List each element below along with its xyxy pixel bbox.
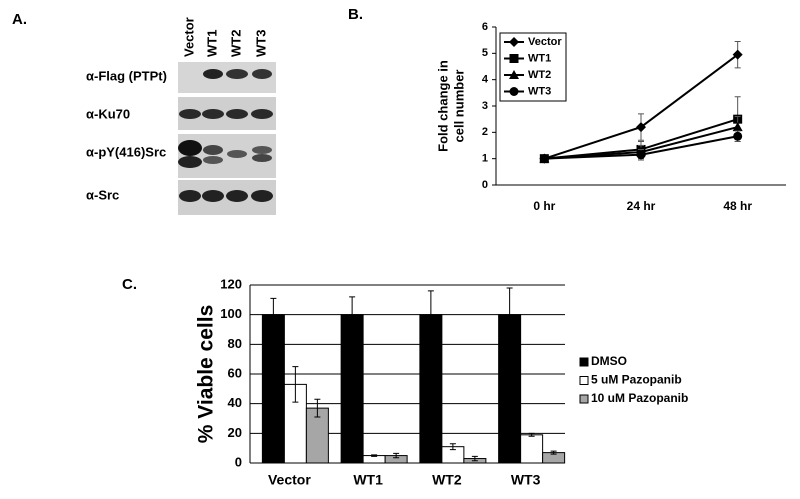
error-bar — [371, 454, 378, 457]
panel-label: C. — [122, 276, 137, 293]
bar — [520, 434, 544, 464]
row-label: α-Src — [86, 187, 119, 202]
error-bar — [292, 366, 299, 403]
lane-label: WT3 — [253, 30, 268, 57]
y-tick-label: 60 — [228, 365, 242, 380]
bar — [340, 314, 364, 464]
y-tick-label: 4 — [482, 74, 489, 86]
x-tick-label: 24 hr — [627, 199, 656, 213]
error-bar — [427, 290, 434, 339]
error-bar — [449, 443, 456, 451]
y-tick-label: 0 — [482, 179, 488, 191]
panel-label: B. — [348, 6, 363, 23]
legend-marker — [509, 87, 519, 96]
x-tick-label: 48 hr — [723, 199, 752, 213]
legend-box — [577, 347, 704, 415]
y-axis-label: % Viable cells — [195, 305, 218, 444]
data-point — [732, 49, 743, 60]
y-tick-label: 0 — [235, 454, 242, 469]
y-tick-label: 120 — [220, 276, 242, 291]
legend-marker — [509, 37, 519, 47]
error-bar — [528, 432, 535, 437]
x-tick-label: 0 hr — [533, 199, 555, 213]
y-tick-label: 6 — [482, 21, 488, 33]
data-point — [539, 154, 549, 164]
error-bar — [550, 450, 557, 455]
y-axis-label: cell number — [451, 70, 466, 143]
lane-label: WT1 — [204, 30, 219, 57]
data-point — [733, 131, 743, 141]
row-label: α-Flag (PTPt) — [86, 68, 167, 83]
x-tick-label: Vector — [268, 472, 311, 488]
panel-label: A. — [12, 11, 27, 28]
legend-swatch — [579, 376, 589, 385]
error-bar — [471, 455, 478, 462]
y-tick-label: 80 — [228, 336, 242, 351]
legend-label: WT1 — [528, 52, 551, 64]
error-bar — [506, 287, 513, 342]
legend-label: WT3 — [528, 85, 551, 97]
row-label: α-pY(416)Src — [86, 144, 166, 159]
lane-label: WT2 — [228, 30, 243, 57]
data-point — [732, 122, 743, 132]
y-axis-label: Fold change in — [435, 60, 450, 152]
error-bar — [349, 296, 356, 333]
row-label: α-Ku70 — [86, 106, 130, 121]
blot-image — [178, 62, 276, 215]
legend-label: Vector — [528, 36, 562, 48]
lane-label: Vector — [181, 17, 196, 57]
legend-swatch — [579, 394, 589, 404]
bar — [261, 314, 285, 464]
x-tick-label: WT2 — [432, 472, 462, 488]
data-point — [636, 150, 646, 160]
y-tick-label: 100 — [220, 306, 242, 321]
y-tick-label: 1 — [482, 153, 488, 165]
legend-label: WT2 — [528, 69, 551, 81]
error-bar — [270, 297, 277, 332]
data-point — [636, 122, 646, 133]
legend-swatch — [579, 357, 589, 367]
error-bar — [314, 398, 321, 418]
legend-label: DMSO — [591, 354, 627, 368]
x-tick-label: WT1 — [353, 472, 383, 488]
y-tick-label: 2 — [482, 126, 488, 138]
y-tick-label: 3 — [482, 100, 488, 112]
legend-label: 5 uM Pazopanib — [591, 373, 682, 387]
legend-label: 10 uM Pazopanib — [591, 391, 688, 405]
legend-marker — [509, 70, 519, 79]
y-tick-label: 20 — [228, 425, 242, 440]
y-tick-label: 5 — [482, 47, 488, 59]
legend-marker — [509, 54, 519, 63]
x-tick-label: WT3 — [511, 472, 541, 488]
error-bar — [393, 452, 400, 459]
y-tick-label: 40 — [228, 395, 242, 410]
